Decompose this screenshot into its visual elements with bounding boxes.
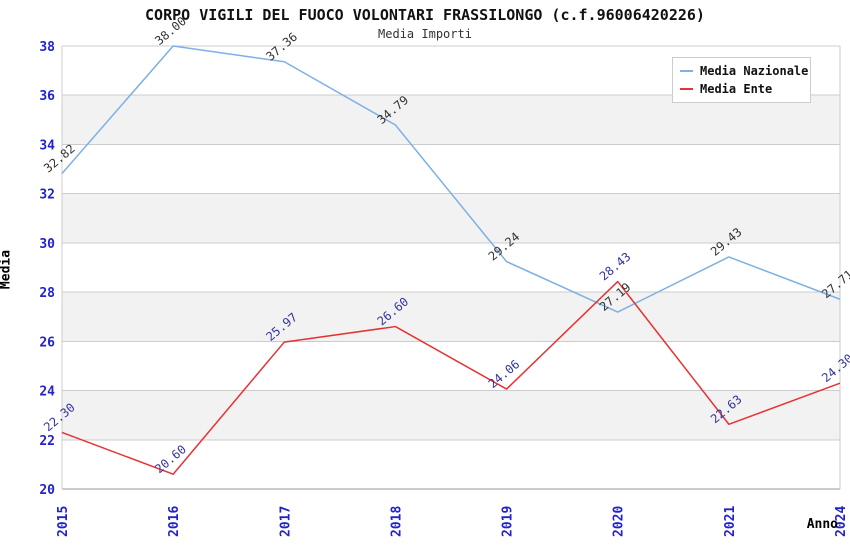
y-tick-labels: 20 22 24 26 28 30 32 34 36 38 xyxy=(39,40,55,498)
y-tick-label: 20 xyxy=(39,483,55,498)
data-label: 38.00 xyxy=(152,14,189,48)
x-tick-label: 2015 xyxy=(56,506,71,537)
x-tick-label: 2016 xyxy=(167,506,182,537)
y-tick-label: 24 xyxy=(39,385,55,400)
y-tick-label: 30 xyxy=(39,237,55,252)
y-tick-label: 36 xyxy=(39,89,55,104)
y-tick-label: 38 xyxy=(39,40,55,55)
y-tick-label: 22 xyxy=(39,434,55,449)
legend-swatch-media-ente xyxy=(680,88,693,90)
legend-label: Media Ente xyxy=(700,82,773,96)
x-tick-label: 2024 xyxy=(834,506,849,537)
y-axis-title: Media xyxy=(0,249,14,290)
band-stripe xyxy=(62,95,840,145)
series-line-media-nazionale[interactable] xyxy=(61,45,841,313)
data-label: 24.30 xyxy=(819,351,850,385)
y-tick-label: 28 xyxy=(39,286,55,301)
series-line-media-ente[interactable] xyxy=(61,280,841,475)
y-tick-label: 26 xyxy=(39,335,55,350)
data-label: 37.36 xyxy=(263,30,300,64)
chart-title: CORPO VIGILI DEL FUOCO VOLONTARI FRASSIL… xyxy=(145,6,705,24)
x-tick-label: 2019 xyxy=(501,506,516,537)
plot-borders xyxy=(61,46,841,489)
data-label: 28.43 xyxy=(597,249,634,283)
series-lines xyxy=(61,45,841,475)
legend-label: Media Nazionale xyxy=(700,64,809,78)
band-stripe xyxy=(62,390,840,440)
x-tick-label: 2018 xyxy=(389,506,404,537)
x-axis-title: Anno xyxy=(806,517,838,532)
band-stripe xyxy=(62,292,840,342)
y-tick-label: 32 xyxy=(39,188,55,203)
band-stripe xyxy=(62,193,840,243)
x-tick-label: 2021 xyxy=(723,506,738,537)
band-stripes xyxy=(62,95,840,440)
legend-item-media-ente[interactable]: Media Ente xyxy=(680,82,810,96)
legend-swatch-media-nazionale xyxy=(680,70,693,72)
legend: Media Nazionale Media Ente xyxy=(672,57,811,103)
y-tick-label: 34 xyxy=(39,138,55,153)
x-tick-label: 2017 xyxy=(278,506,293,537)
data-label: 24.06 xyxy=(486,357,523,391)
x-tick-label: 2020 xyxy=(612,506,627,537)
legend-item-media-nazionale[interactable]: Media Nazionale xyxy=(680,64,810,78)
x-tick-labels: 2015 2016 2017 2018 2019 2020 2021 2024 xyxy=(56,506,849,537)
chart-subtitle: Media Importi xyxy=(378,27,472,41)
data-label: 20.60 xyxy=(152,442,189,476)
